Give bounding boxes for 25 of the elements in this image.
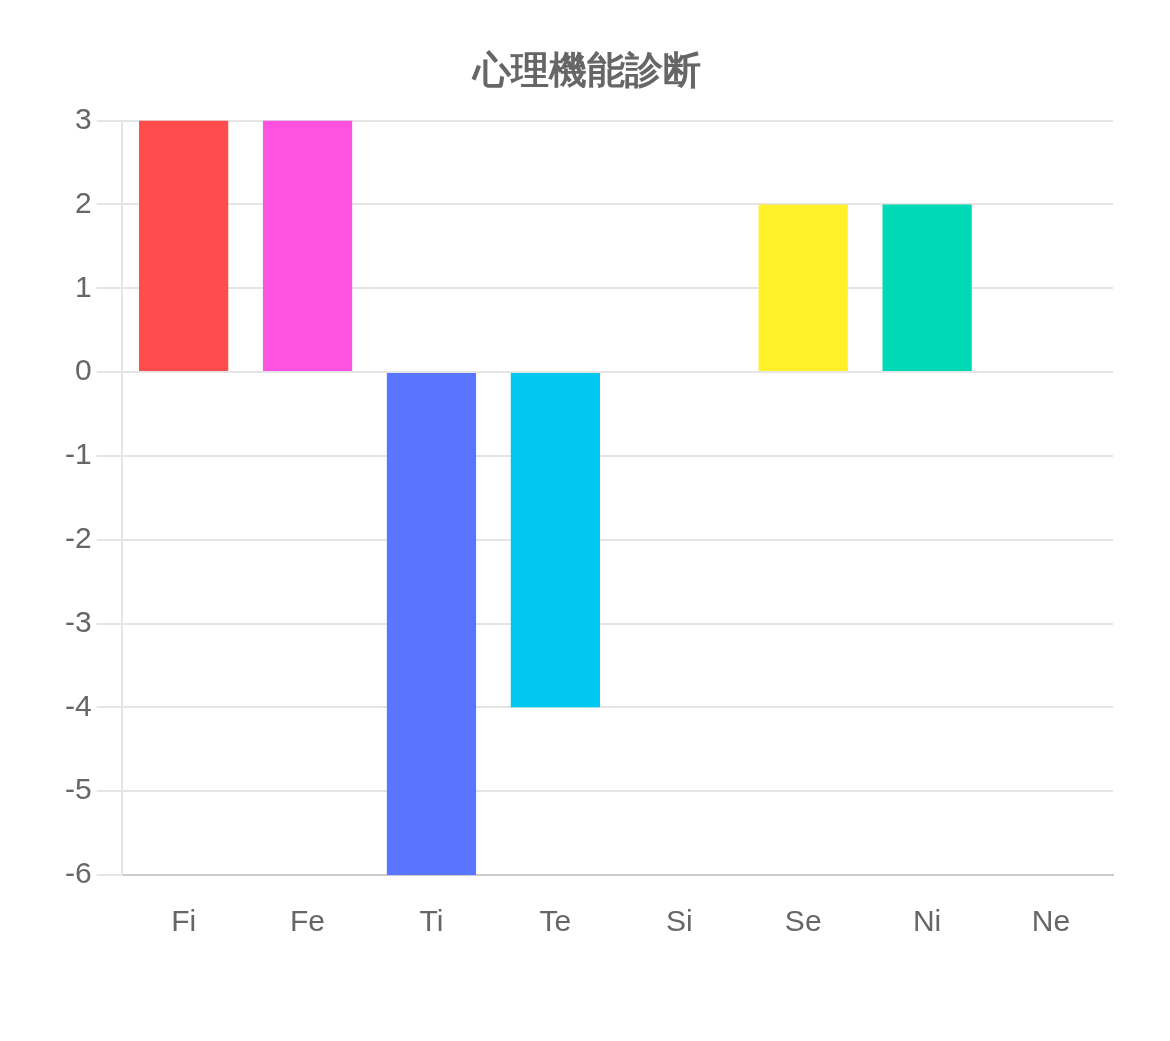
y-tick-label: -2	[64, 520, 92, 554]
y-tick-label: -4	[64, 688, 92, 722]
y-tick-label: -3	[64, 604, 92, 638]
y-tick-label: -6	[64, 856, 92, 890]
y-tick-label: 3	[74, 101, 92, 135]
y-tick-label: 0	[74, 353, 92, 387]
y-tick-label: -5	[64, 772, 92, 806]
bar	[758, 204, 848, 372]
chart-title: 心理機能診断	[470, 49, 701, 92]
bar	[510, 373, 600, 708]
x-tick-label: Se	[784, 904, 822, 938]
y-tick-label: 1	[74, 269, 92, 303]
x-tick-label: Si	[665, 904, 693, 938]
x-tick-label: Ne	[1031, 904, 1071, 938]
x-tick-label: Te	[539, 904, 572, 938]
bar	[139, 120, 229, 372]
y-tick-label: -1	[64, 437, 92, 471]
x-tick-label: Ti	[419, 904, 444, 938]
bar	[882, 204, 972, 372]
bar	[386, 373, 477, 875]
x-tick-label: Fe	[290, 904, 326, 938]
x-tick-label: Fi	[171, 904, 197, 938]
x-tick-label: Ni	[912, 904, 942, 938]
bar	[262, 120, 353, 372]
y-tick-label: 2	[74, 185, 92, 219]
